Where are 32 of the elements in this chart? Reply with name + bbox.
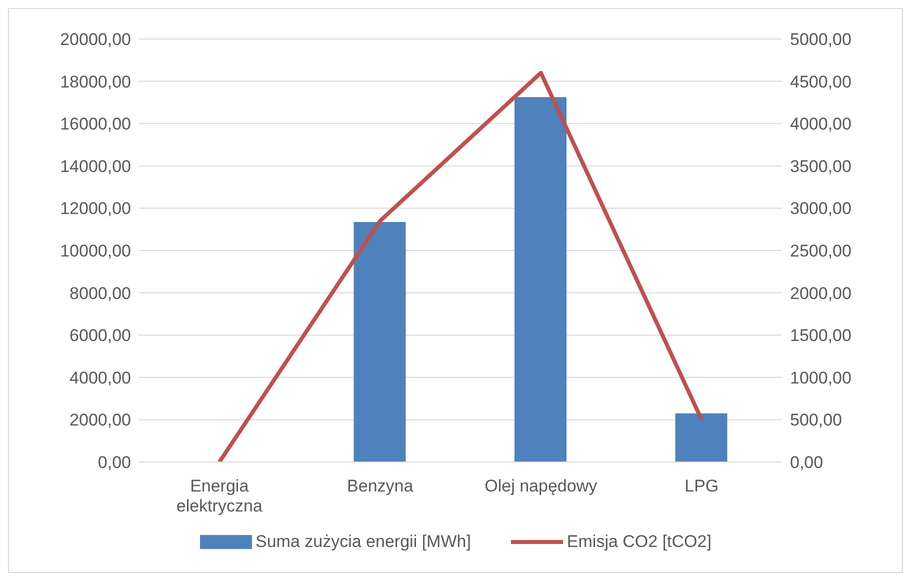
y-tick-label: 10000,00 <box>60 242 131 261</box>
legend-label: Suma zużycia energii [MWh] <box>256 532 471 552</box>
bar <box>675 413 728 462</box>
x-tick-label: Olej napędowy <box>484 476 598 496</box>
y2-tick-label: 2500,00 <box>790 242 852 261</box>
y-tick-label: 12000,00 <box>60 199 131 218</box>
y2-tick-label: 3500,00 <box>790 156 852 176</box>
y2-tick-label: 1500,00 <box>790 326 852 346</box>
y-tick-label: 2000,00 <box>70 410 131 430</box>
y2-tick-label: 1000,00 <box>790 368 852 388</box>
y-tick-label: 4000,00 <box>70 368 131 388</box>
x-tick-label: LPG <box>684 476 719 496</box>
x-tick-label: Energia elektryczna <box>176 476 263 516</box>
y-tick-label: 14000,00 <box>60 156 131 176</box>
y2-tick-label: 3000,00 <box>790 199 852 218</box>
line-series <box>217 70 704 462</box>
y2-tick-label: 5000,00 <box>790 30 852 50</box>
y-tick-label: 16000,00 <box>60 114 131 134</box>
y-tick-label: 18000,00 <box>60 72 131 92</box>
x-tick-label: Benzyna <box>347 476 414 496</box>
y-tick-label: 0,00 <box>98 453 131 472</box>
y2-tick-label: 4500,00 <box>790 72 852 92</box>
y-tick-label: 8000,00 <box>70 284 131 303</box>
y-tick-label: 6000,00 <box>70 326 131 346</box>
bar <box>354 222 406 462</box>
y2-tick-label: 500,00 <box>790 410 842 430</box>
y2-tick-label: 0,00 <box>790 453 824 472</box>
legend-label: Emisja CO2 [tCO2] <box>566 532 712 552</box>
y2-tick-label: 2000,00 <box>790 284 852 303</box>
y2-tick-label: 4000,00 <box>790 114 852 134</box>
y-tick-label: 20000,00 <box>60 30 131 50</box>
bar <box>514 97 566 462</box>
